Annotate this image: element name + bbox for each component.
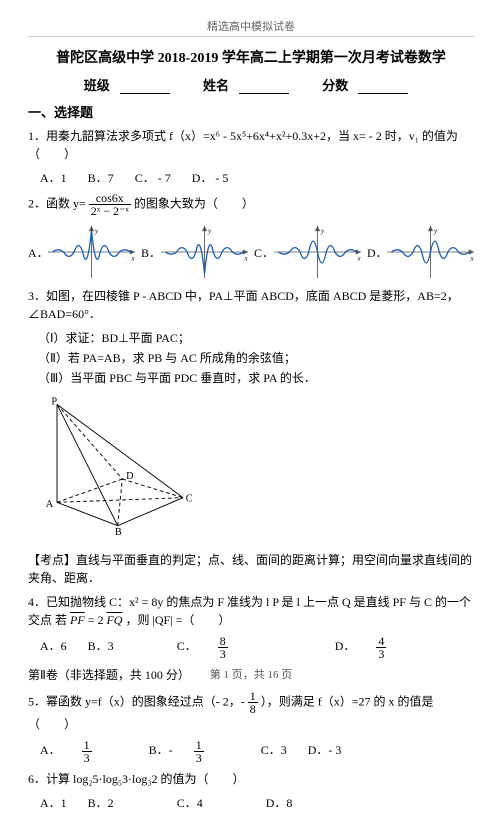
q2-graph-b: xy xyxy=(161,223,248,281)
q1-opt-a: A．1 xyxy=(40,169,67,186)
svg-text:A: A xyxy=(46,499,54,510)
q3-sub2: （Ⅱ）若 PA=AB，求 PB 与 AC 所成角的余弦值； xyxy=(38,349,474,366)
svg-text:y: y xyxy=(433,227,438,235)
q6-opt-b: B．2 xyxy=(88,794,114,811)
q3-analysis: 【考点】直线与平面垂直的判定；点、线、面间的距离计算；用空间向量求直线间的夹角、… xyxy=(28,551,474,587)
q2-fraction: cos6x 2ˣ − 2⁻ˣ xyxy=(89,192,131,217)
question-3: 3．如图，在四棱锥 P - ABCD 中，PA⊥平面 ABCD，底面 ABCD … xyxy=(28,287,474,323)
q4-opt-c: C． 83 xyxy=(177,635,264,660)
q5-text-a: 5．幂函数 y=f（x）的图象经过点（- 2，- xyxy=(28,694,248,708)
q6-opt-a: A．1 xyxy=(40,794,67,811)
q2-label-b: B． xyxy=(141,244,155,261)
question-1: 1．用秦九韶算法求多项式 f（x）=x⁶ - 5x⁵+6x⁴+x²+0.3x+2… xyxy=(28,127,474,163)
q2-graph-a: xy xyxy=(48,223,135,281)
q2-prefix: 2．函数 y= xyxy=(28,196,86,210)
svg-text:x: x xyxy=(357,255,361,263)
class-label: 班级 xyxy=(84,78,110,93)
q2-label-a: A． xyxy=(28,244,42,261)
q2-label-c: C． xyxy=(254,244,268,261)
q2-frac-den: 2ˣ − 2⁻ˣ xyxy=(89,205,131,217)
score-label: 分数 xyxy=(322,78,348,93)
exam-title: 普陀区高级中学 2018-2019 学年高二上学期第一次月考试卷数学 xyxy=(28,47,474,67)
svg-text:C: C xyxy=(186,493,193,504)
q4-vec-fq: FQ xyxy=(106,613,122,627)
svg-text:B: B xyxy=(115,527,122,535)
svg-text:x: x xyxy=(244,255,248,263)
q2-label-d: D． xyxy=(367,244,381,261)
section-title-1: 一、选择题 xyxy=(28,102,474,121)
class-blank xyxy=(120,80,170,94)
q4-text-b: ，则 |QF| =（ ） xyxy=(125,613,230,627)
q4-opt-b: B．3 xyxy=(88,637,114,654)
q4-opt-d: D． 43 xyxy=(335,635,423,660)
q4-opt-a: A．6 xyxy=(40,637,67,654)
score-blank xyxy=(358,80,408,94)
svg-text:x: x xyxy=(131,255,135,263)
q1-opt-d: D． - 5 xyxy=(192,169,229,186)
svg-text:P: P xyxy=(51,396,57,407)
student-info-line: 班级 姓名 分数 xyxy=(28,75,474,94)
q2-graph-c: xy xyxy=(274,223,361,281)
q3-sub3: （Ⅲ）当平面 PBC 与平面 PDC 垂直时，求 PA 的长． xyxy=(38,369,474,386)
q2-graphs: A． xy B． xy C． xy D． xy xyxy=(28,223,474,281)
svg-text:y: y xyxy=(320,227,325,235)
page-footer: 第 1 页，共 16 页 xyxy=(0,666,502,682)
q4-eq: = 2 xyxy=(88,613,104,627)
q5-opt-a: A． 13 xyxy=(40,739,128,764)
name-label: 姓名 xyxy=(203,78,229,93)
q2-suffix: 的图象大致为（ ） xyxy=(134,196,254,210)
q4-vec-pf: PF xyxy=(70,613,85,627)
question-4: 4．已知抛物线 C：x² = 8y 的焦点为 F 准线为 l P 是 l 上一点… xyxy=(28,593,474,629)
q1-opt-c: C． - 7 xyxy=(135,169,171,186)
q3-sub1: （Ⅰ）求证：BD⊥平面 PAC； xyxy=(38,329,474,346)
q2-graph-d: xy xyxy=(387,223,474,281)
q1-options: A．1 B．7 C． - 7 D． - 5 xyxy=(40,169,474,186)
q4-options: A．6 B．3 C． 83 D． 43 xyxy=(40,635,474,660)
name-blank xyxy=(239,80,289,94)
q6-opt-c: C．4 xyxy=(177,794,203,811)
question-5: 5．幂函数 y=f（x）的图象经过点（- 2，- 18 ），则满足 f（x）=2… xyxy=(28,690,474,733)
svg-text:y: y xyxy=(94,227,99,235)
svg-text:y: y xyxy=(207,227,212,235)
q5-opt-d: D．- 3 xyxy=(308,741,342,758)
question-2: 2．函数 y= cos6x 2ˣ − 2⁻ˣ 的图象大致为（ ） xyxy=(28,192,474,217)
q5-options: A． 13 B．- 13 C．3 D．- 3 xyxy=(40,739,474,764)
q3-pyramid-diagram: P A B C D xyxy=(28,395,198,535)
svg-text:x: x xyxy=(470,255,474,263)
page-header: 精选高中模拟试卷 xyxy=(28,18,474,37)
svg-text:D: D xyxy=(126,471,133,482)
q6-options: A．1 B．2 C．4 D．8 xyxy=(40,794,474,811)
q1-opt-b: B．7 xyxy=(88,169,114,186)
q5-opt-c: C．3 xyxy=(261,741,287,758)
q5-opt-b: B．- 13 xyxy=(149,739,240,764)
question-6: 6．计算 log₂5·log₅3·log₃2 的值为（ ） xyxy=(28,770,474,788)
q6-opt-d: D．8 xyxy=(266,794,293,811)
